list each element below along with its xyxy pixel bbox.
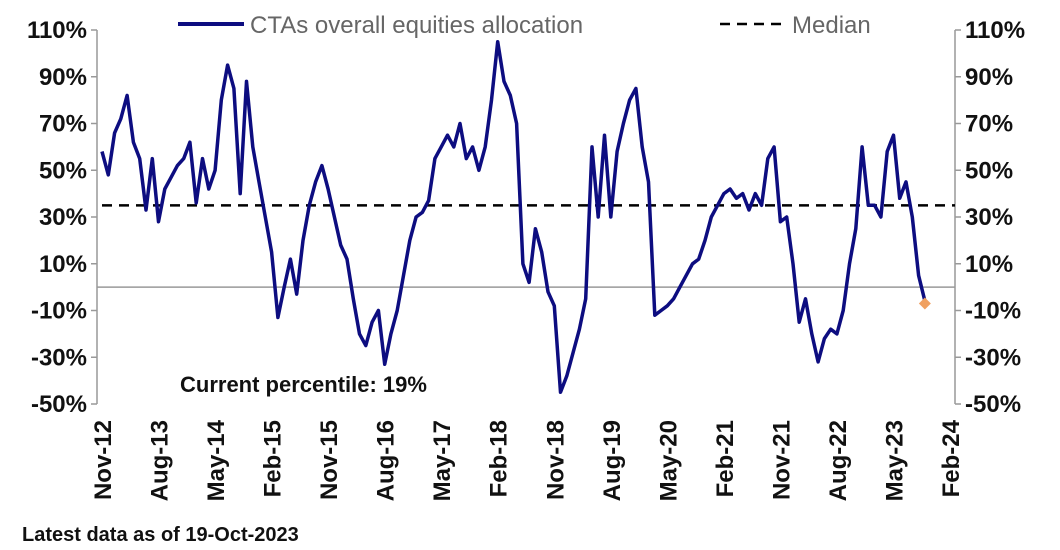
x-tick-label: Feb-15	[260, 420, 287, 497]
y-tick-label-right: 10%	[965, 251, 1013, 278]
y-tick-label-right: 90%	[965, 64, 1013, 91]
chart-axes	[96, 30, 956, 404]
x-tick-label: Aug-22	[825, 420, 852, 501]
x-tick-label: Nov-15	[316, 420, 343, 500]
legend: CTAs overall equities allocation Median	[178, 12, 871, 39]
footnote: Latest data as of 19-Oct-2023	[22, 524, 299, 546]
y-tick-label-right: -30%	[965, 344, 1021, 371]
y-tick-label-right: 30%	[965, 204, 1013, 231]
x-tick-label: Feb-18	[486, 420, 513, 497]
y-tick-label-right: 110%	[965, 17, 1025, 44]
x-tick-label: Aug-19	[599, 420, 626, 501]
y-tick-label-right: 70%	[965, 111, 1013, 138]
y-tick-label-left: -10%	[31, 298, 87, 325]
y-tick-label-left: -30%	[31, 344, 87, 371]
x-tick-label: May-14	[203, 419, 230, 501]
legend-median-label: Median	[792, 12, 871, 39]
y-axis-right: -50% -30% -10% 10% 30% 50% 70% 90% 110%	[955, 17, 1025, 418]
x-axis: Nov-12 Aug-13 May-14 Feb-15 Nov-15 Aug-16 May-…	[90, 419, 965, 501]
x-tick-label: Feb-21	[712, 420, 739, 497]
x-tick-label: May-23	[881, 420, 908, 501]
y-tick-label-left: 10%	[39, 251, 87, 278]
current-percentile-annotation: Current percentile: 19%	[180, 372, 427, 397]
y-tick-label-left: 70%	[39, 111, 87, 138]
x-tick-label: Feb-24	[938, 419, 965, 497]
x-tick-label: Nov-18	[542, 420, 569, 500]
x-tick-label: Aug-13	[147, 420, 174, 501]
x-tick-label: Nov-12	[90, 420, 117, 500]
x-tick-label: May-20	[655, 420, 682, 501]
y-tick-label-left: -50%	[31, 391, 87, 418]
latest-point-marker	[918, 297, 931, 310]
y-tick-label-left: 30%	[39, 204, 87, 231]
x-tick-label: Aug-16	[373, 420, 400, 501]
legend-series-label: CTAs overall equities allocation	[250, 12, 583, 39]
series-line-cta-allocation	[100, 39, 927, 395]
x-tick-label: Nov-21	[768, 420, 795, 500]
y-axis-left: -50% -30% -10% 10% 30% 50% 70% 90% 110%	[27, 17, 97, 418]
y-tick-label-left: 90%	[39, 64, 87, 91]
y-tick-label-right: -10%	[965, 298, 1021, 325]
x-tick-label: May-17	[429, 420, 456, 501]
y-tick-label-left: 110%	[27, 17, 87, 44]
y-tick-label-right: -50%	[965, 391, 1021, 418]
y-tick-label-right: 50%	[965, 157, 1013, 184]
y-tick-label-left: 50%	[39, 157, 87, 184]
